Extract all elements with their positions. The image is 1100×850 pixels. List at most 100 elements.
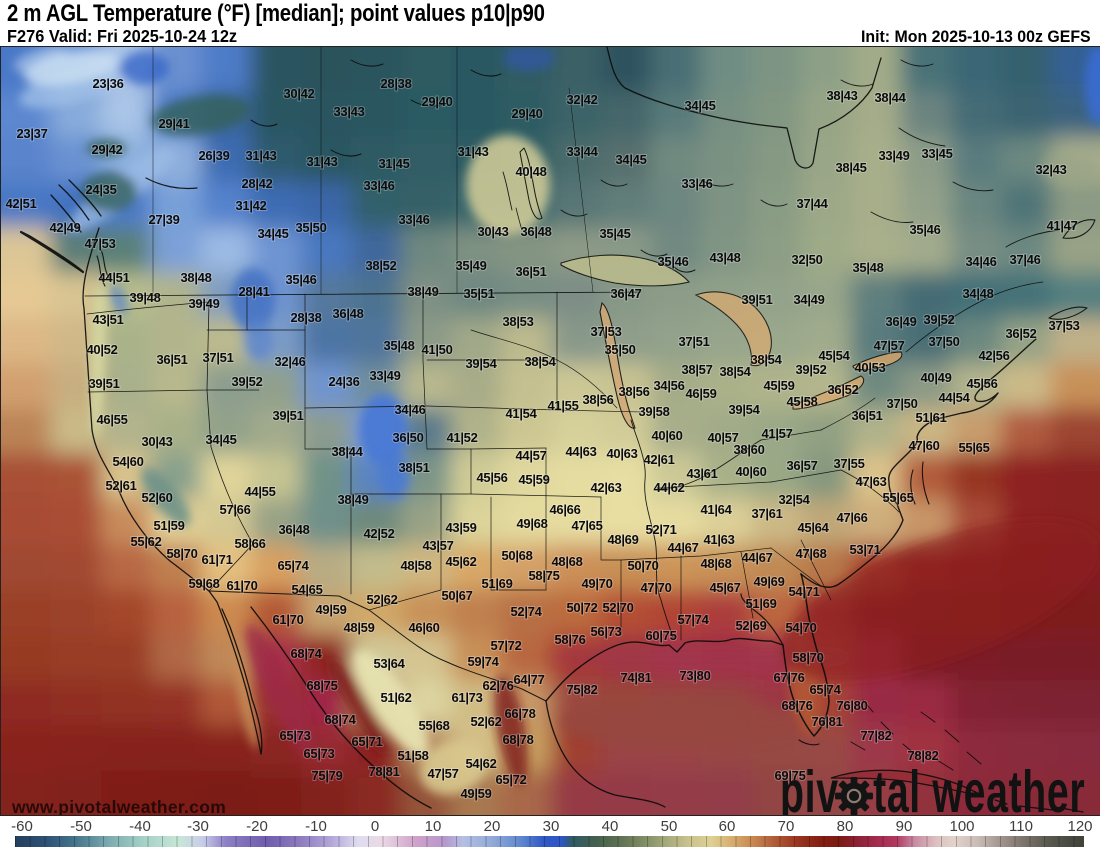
svg-text:38|44: 38|44 — [331, 444, 363, 459]
svg-text:45|56: 45|56 — [476, 470, 507, 485]
svg-text:48|59: 48|59 — [343, 620, 374, 635]
svg-text:41|57: 41|57 — [761, 426, 792, 441]
svg-text:47|70: 47|70 — [640, 580, 671, 595]
svg-text:53|71: 53|71 — [849, 542, 880, 557]
svg-text:35|48: 35|48 — [383, 338, 414, 353]
svg-text:38|53: 38|53 — [502, 314, 533, 329]
svg-text:43|51: 43|51 — [92, 312, 123, 327]
svg-text:33|49: 33|49 — [369, 368, 400, 383]
svg-text:78|81: 78|81 — [368, 764, 399, 779]
svg-text:40|49: 40|49 — [920, 370, 951, 385]
svg-text:51|61: 51|61 — [915, 410, 946, 425]
svg-text:41|47: 41|47 — [1046, 218, 1077, 233]
svg-text:39|48: 39|48 — [129, 290, 160, 305]
svg-text:36|51: 36|51 — [515, 264, 546, 279]
svg-text:41|54: 41|54 — [505, 406, 537, 421]
svg-text:39|54: 39|54 — [465, 356, 497, 371]
svg-text:36|48: 36|48 — [332, 306, 363, 321]
svg-text:46|66: 46|66 — [549, 502, 580, 517]
svg-text:44|54: 44|54 — [938, 390, 970, 405]
svg-text:50|68: 50|68 — [501, 548, 532, 563]
svg-text:54|71: 54|71 — [788, 584, 819, 599]
svg-text:76|80: 76|80 — [836, 698, 867, 713]
svg-text:58|76: 58|76 — [554, 632, 585, 647]
svg-text:45|58: 45|58 — [786, 394, 817, 409]
svg-text:23|36: 23|36 — [92, 76, 123, 91]
svg-text:47|60: 47|60 — [908, 438, 939, 453]
svg-text:44|55: 44|55 — [244, 484, 275, 499]
svg-text:31|45: 31|45 — [378, 156, 409, 171]
svg-text:31|43: 31|43 — [245, 148, 276, 163]
svg-text:35|50: 35|50 — [295, 220, 326, 235]
svg-text:66|78: 66|78 — [504, 706, 535, 721]
svg-text:36|52: 36|52 — [827, 382, 858, 397]
svg-text:49|59: 49|59 — [460, 786, 491, 801]
svg-text:42|61: 42|61 — [643, 452, 674, 467]
svg-text:68|78: 68|78 — [502, 732, 533, 747]
svg-text:60|75: 60|75 — [645, 628, 676, 643]
svg-text:47|53: 47|53 — [84, 236, 115, 251]
svg-text:39|58: 39|58 — [638, 404, 669, 419]
svg-text:37|51: 37|51 — [202, 350, 233, 365]
svg-text:44|63: 44|63 — [565, 444, 596, 459]
svg-text:31|43: 31|43 — [457, 144, 488, 159]
svg-text:24|36: 24|36 — [328, 374, 359, 389]
svg-text:52|62: 52|62 — [366, 592, 397, 607]
svg-text:23|37: 23|37 — [16, 126, 47, 141]
svg-text:41|55: 41|55 — [547, 398, 578, 413]
svg-text:www.pivotalweather.com: www.pivotalweather.com — [11, 797, 226, 816]
svg-text:24|35: 24|35 — [85, 182, 116, 197]
svg-text:39|49: 39|49 — [188, 296, 219, 311]
svg-text:38|54: 38|54 — [524, 354, 556, 369]
svg-text:73|80: 73|80 — [679, 668, 710, 683]
svg-text:47|66: 47|66 — [836, 510, 867, 525]
svg-text:67|76: 67|76 — [773, 670, 804, 685]
svg-text:50|72: 50|72 — [566, 600, 597, 615]
svg-text:40|60: 40|60 — [651, 428, 682, 443]
svg-text:47|57: 47|57 — [427, 766, 458, 781]
svg-text:40|60: 40|60 — [735, 464, 766, 479]
svg-text:33|46: 33|46 — [398, 212, 429, 227]
svg-text:52|74: 52|74 — [510, 604, 542, 619]
svg-text:52|62: 52|62 — [470, 714, 501, 729]
svg-text:35|46: 35|46 — [285, 272, 316, 287]
svg-text:41|50: 41|50 — [421, 342, 452, 357]
svg-text:43|57: 43|57 — [422, 538, 453, 553]
svg-text:38|49: 38|49 — [407, 284, 438, 299]
svg-text:57|72: 57|72 — [490, 638, 521, 653]
svg-text:34|48: 34|48 — [962, 286, 993, 301]
svg-text:38|60: 38|60 — [733, 442, 764, 457]
svg-text:34|46: 34|46 — [965, 254, 996, 269]
svg-text:41|63: 41|63 — [703, 532, 734, 547]
svg-text:55|68: 55|68 — [418, 718, 449, 733]
svg-text:51|59: 51|59 — [153, 518, 184, 533]
svg-text:32|43: 32|43 — [1035, 162, 1066, 177]
svg-text:40|53: 40|53 — [854, 360, 885, 375]
svg-text:29|40: 29|40 — [421, 94, 452, 109]
svg-text:45|67: 45|67 — [709, 580, 740, 595]
svg-text:32|46: 32|46 — [274, 354, 305, 369]
svg-text:piv: piv — [780, 759, 839, 816]
svg-text:58|70: 58|70 — [792, 650, 823, 665]
svg-text:36|51: 36|51 — [851, 408, 882, 423]
svg-text:37|61: 37|61 — [751, 506, 782, 521]
svg-text:58|75: 58|75 — [528, 568, 559, 583]
svg-text:65|72: 65|72 — [495, 772, 526, 787]
svg-text:61|70: 61|70 — [226, 578, 257, 593]
svg-text:36|52: 36|52 — [1005, 326, 1036, 341]
svg-text:75|82: 75|82 — [566, 682, 597, 697]
svg-text:65|73: 65|73 — [279, 728, 310, 743]
svg-text:37|50: 37|50 — [886, 396, 917, 411]
svg-text:58|70: 58|70 — [166, 546, 197, 561]
svg-text:38|51: 38|51 — [398, 460, 429, 475]
svg-text:69|75: 69|75 — [774, 768, 805, 783]
svg-text:28|42: 28|42 — [241, 176, 272, 191]
svg-text:59|68: 59|68 — [188, 576, 219, 591]
svg-text:55|65: 55|65 — [882, 490, 913, 505]
svg-text:38|57: 38|57 — [681, 362, 712, 377]
svg-text:62|76: 62|76 — [482, 678, 513, 693]
svg-text:42|52: 42|52 — [363, 526, 394, 541]
svg-text:40|57: 40|57 — [707, 430, 738, 445]
svg-text:46|60: 46|60 — [408, 620, 439, 635]
svg-text:76|81: 76|81 — [811, 714, 842, 729]
